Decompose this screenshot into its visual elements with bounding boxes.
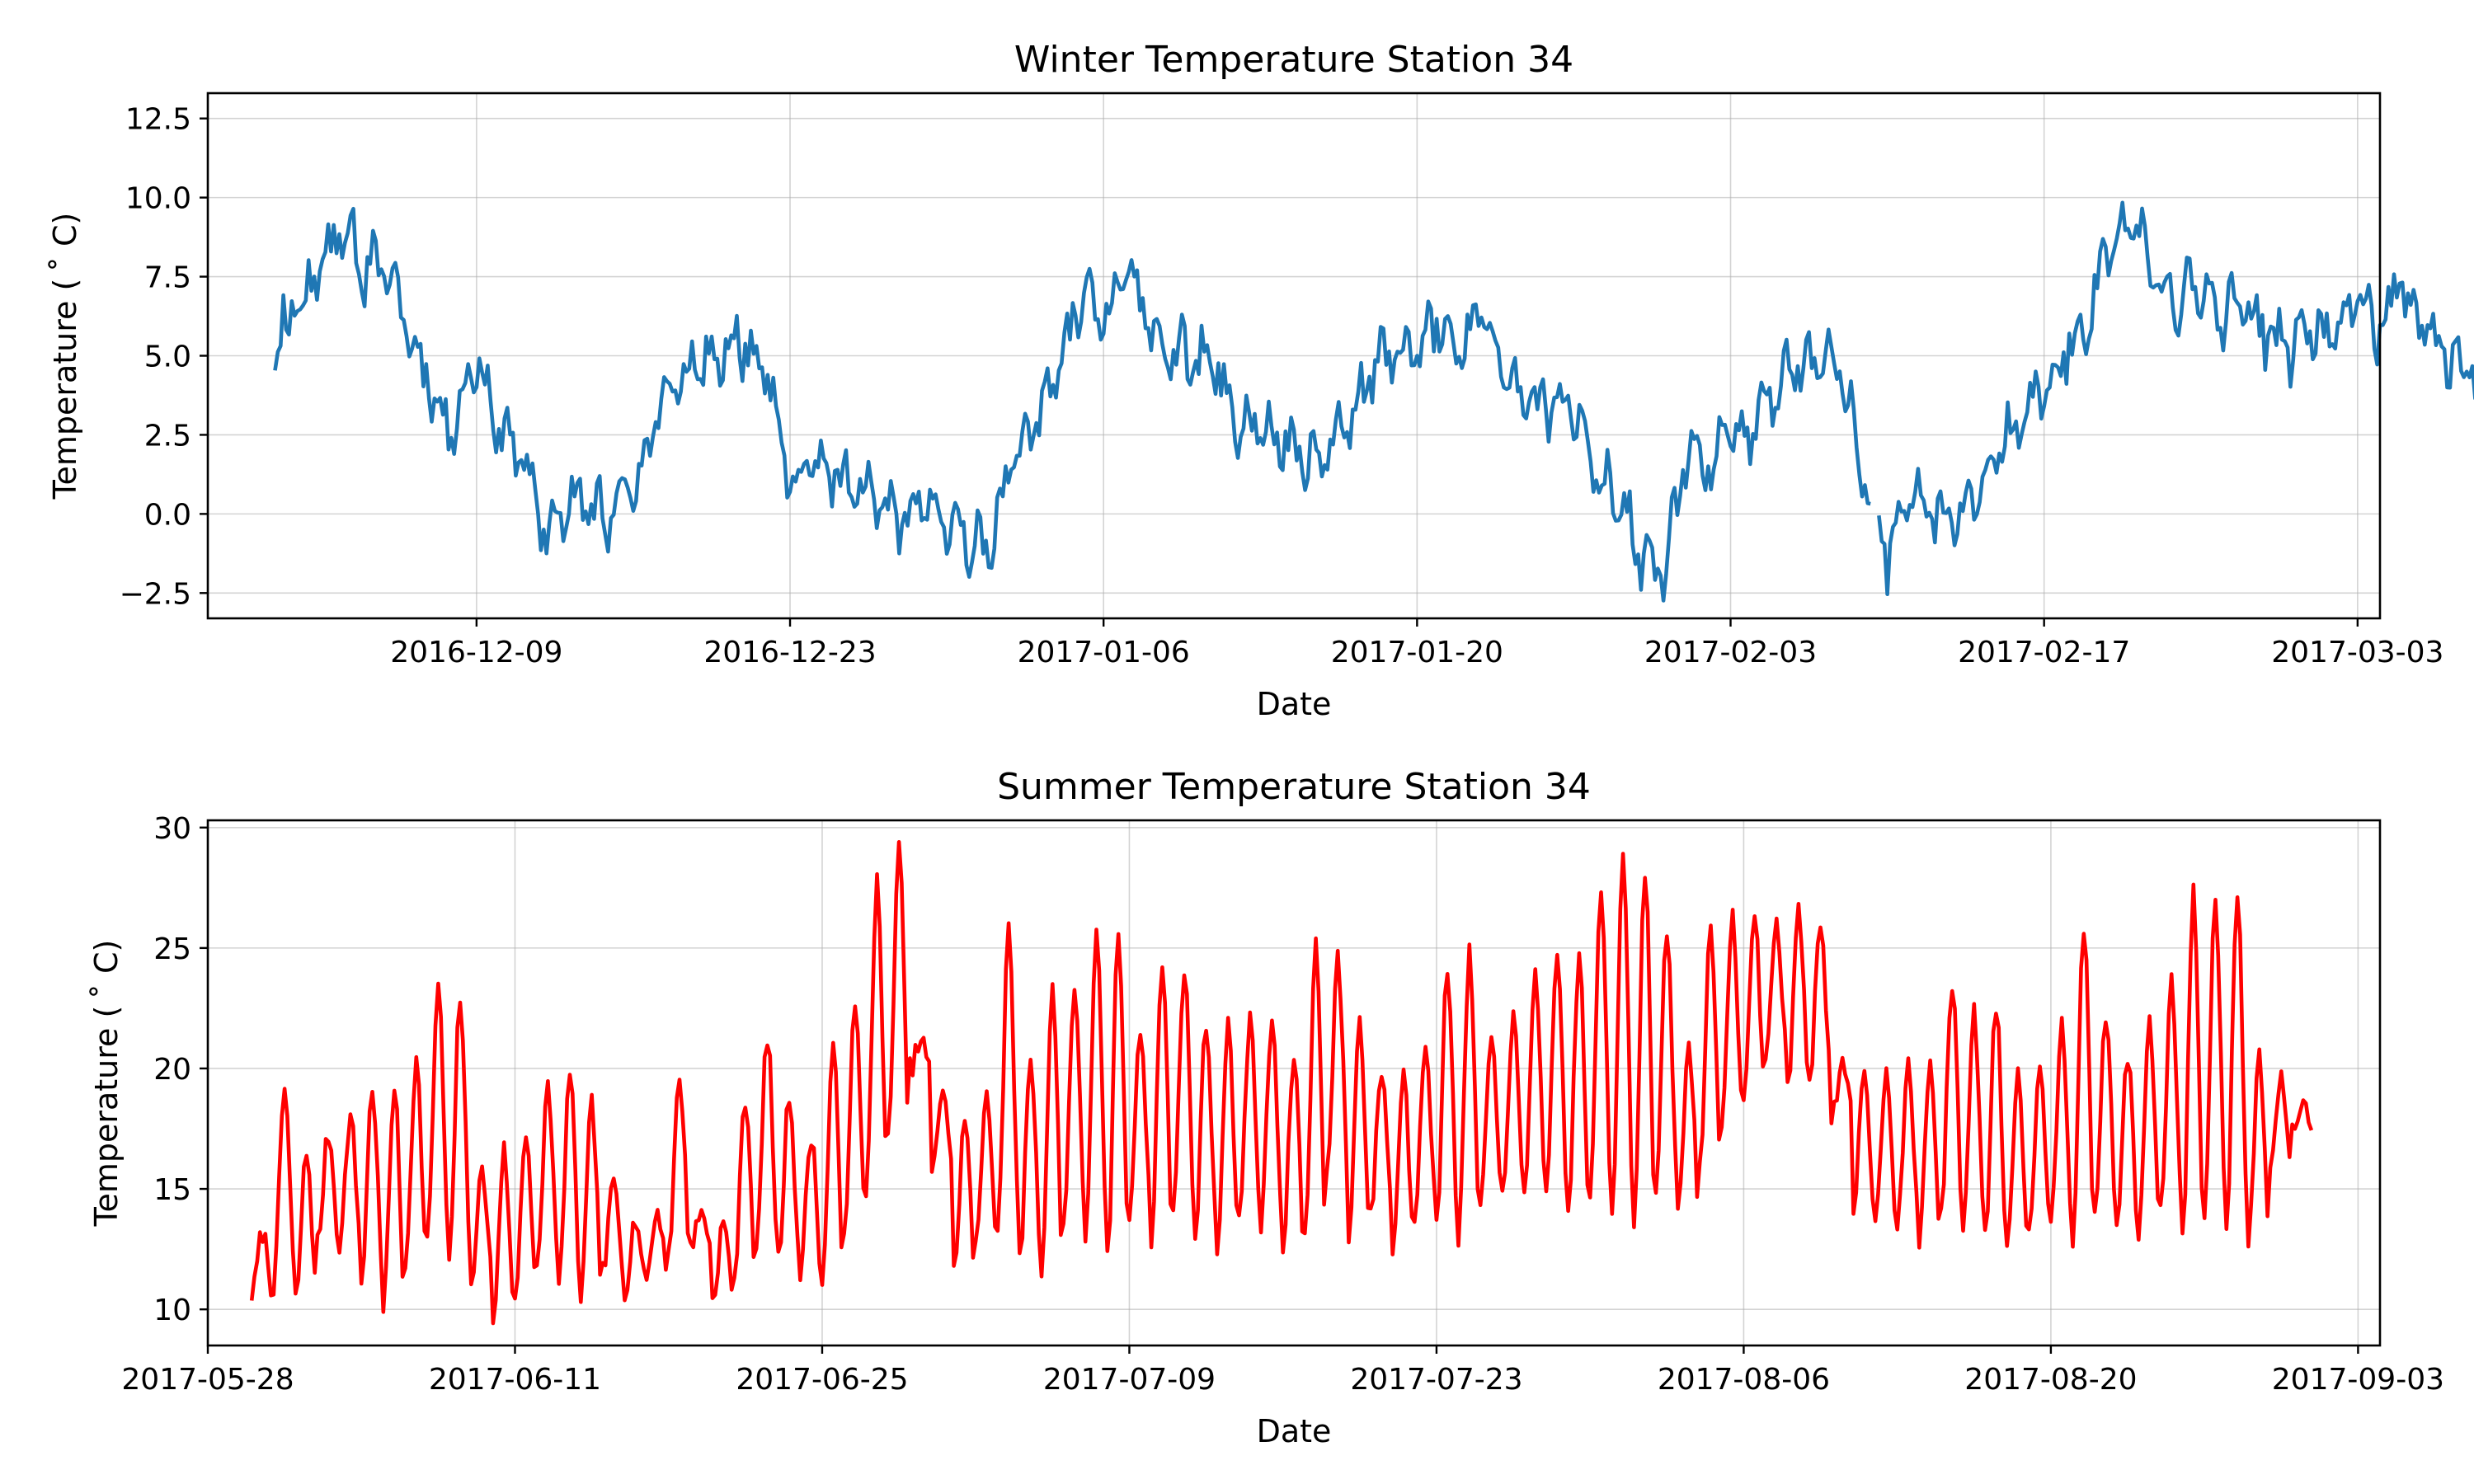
summer-x-tick-label: 2017-08-20 [1964,1363,2137,1397]
winter-x-axis-label: Date [1257,686,1332,722]
winter-x-tick-label: 2016-12-23 [703,636,876,669]
winter-y-axis-label: Temperature ( ˚ C) [47,213,83,500]
summer-y-tick-label: 15 [153,1173,191,1207]
summer-x-tick-label: 2017-09-03 [2272,1363,2444,1397]
winter-y-tick-label: 5.0 [144,340,191,374]
summer-x-tick-label: 2017-06-11 [429,1363,601,1397]
winter-y-tick-label: 7.5 [144,261,191,295]
summer-x-axis-label: Date [1257,1413,1332,1449]
summer-x-tick-label: 2017-08-06 [1658,1363,1830,1397]
summer-y-tick-label: 30 [153,812,191,846]
winter-y-tick-label: 0.0 [144,498,191,532]
winter-x-tick-label: 2016-12-09 [390,636,562,669]
winter-chart-title: Winter Temperature Station 34 [1014,39,1573,81]
winter-y-tick-label: 12.5 [125,103,191,137]
summer-x-tick-label: 2017-06-25 [736,1363,908,1397]
summer-chart-title: Summer Temperature Station 34 [997,766,1591,808]
summer-y-tick-label: 20 [153,1053,191,1087]
summer-x-tick-label: 2017-05-28 [121,1363,294,1397]
winter-y-tick-label: 2.5 [144,419,191,453]
summer-x-tick-label: 2017-07-09 [1043,1363,1216,1397]
winter-x-tick-label: 2017-02-03 [1644,636,1817,669]
winter-x-tick-label: 2017-01-20 [1331,636,1503,669]
winter-y-tick-label: 10.0 [125,182,191,216]
winter-x-tick-label: 2017-01-06 [1018,636,1190,669]
winter-x-tick-label: 2017-02-17 [1958,636,2130,669]
summer-y-tick-label: 10 [153,1294,191,1327]
winter-y-tick-label: −2.5 [120,577,191,611]
summer-y-axis-label: Temperature ( ˚ C) [88,940,125,1228]
summer-x-tick-label: 2017-07-23 [1350,1363,1522,1397]
summer-y-tick-label: 25 [153,932,191,966]
winter-x-tick-label: 2017-03-03 [2271,636,2443,669]
